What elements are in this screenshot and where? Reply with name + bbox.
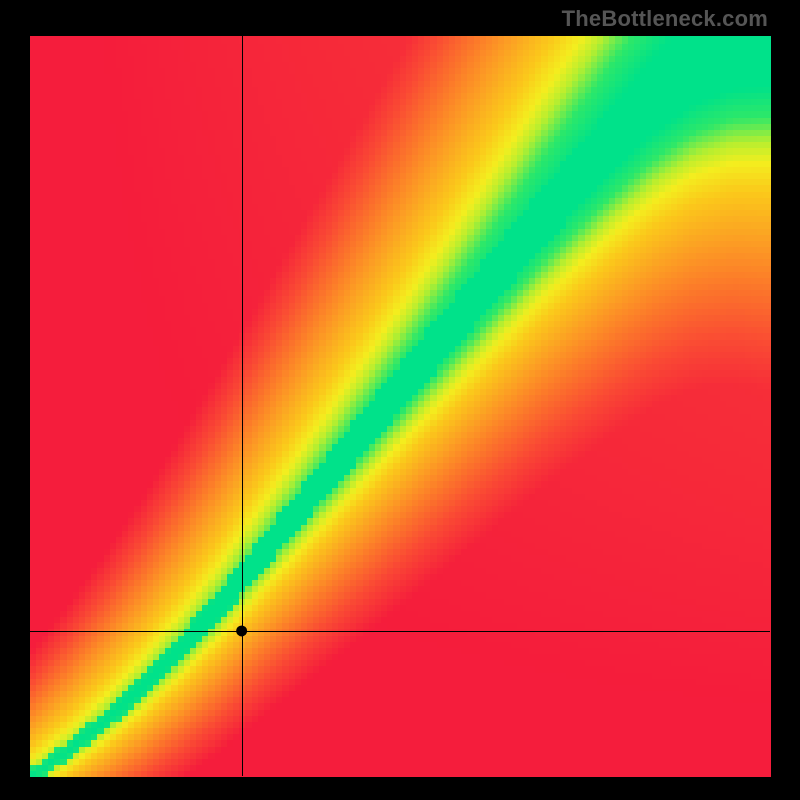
chart-container: TheBottleneck.com — [0, 0, 800, 800]
watermark: TheBottleneck.com — [562, 6, 768, 32]
bottleneck-heatmap — [0, 0, 800, 800]
